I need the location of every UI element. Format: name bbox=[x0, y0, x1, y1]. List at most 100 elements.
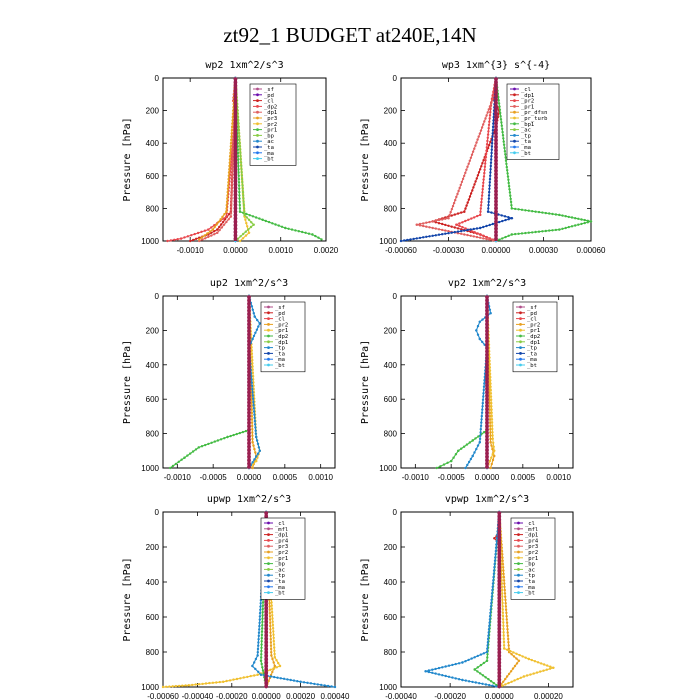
data-point bbox=[183, 456, 186, 459]
data-point bbox=[257, 641, 260, 644]
data-point bbox=[454, 677, 457, 680]
data-point bbox=[240, 171, 243, 174]
data-point bbox=[513, 679, 516, 682]
data-point bbox=[207, 235, 210, 239]
data-point bbox=[489, 382, 492, 385]
data-point bbox=[491, 138, 494, 142]
data-point bbox=[258, 611, 262, 615]
data-point bbox=[476, 214, 479, 218]
data-point bbox=[275, 659, 278, 662]
data-point bbox=[233, 158, 238, 163]
data-point bbox=[505, 621, 509, 624]
data-point bbox=[488, 223, 491, 227]
data-point bbox=[454, 662, 457, 666]
data-point bbox=[488, 624, 491, 628]
data-point bbox=[165, 685, 168, 688]
data-point bbox=[580, 218, 583, 221]
data-point bbox=[482, 175, 486, 178]
data-point bbox=[494, 165, 498, 170]
data-point bbox=[460, 232, 463, 235]
data-point bbox=[488, 143, 491, 147]
data-point bbox=[213, 440, 216, 443]
data-point bbox=[488, 187, 491, 190]
data-point bbox=[488, 308, 492, 311]
y-tick-label: 600 bbox=[146, 395, 160, 404]
data-point bbox=[494, 685, 498, 688]
data-point bbox=[491, 125, 495, 129]
data-point bbox=[260, 636, 263, 640]
data-point bbox=[520, 208, 524, 211]
data-point bbox=[264, 640, 269, 645]
data-point bbox=[247, 465, 251, 469]
data-point bbox=[186, 235, 190, 238]
data-point bbox=[494, 192, 498, 197]
x-tick-label: 0.0000 bbox=[223, 246, 248, 255]
data-point bbox=[486, 139, 489, 143]
data-point bbox=[493, 559, 497, 562]
data-point bbox=[233, 128, 238, 132]
data-point bbox=[493, 449, 496, 452]
data-point bbox=[169, 239, 173, 242]
y-tick-label: 200 bbox=[384, 326, 398, 335]
data-point bbox=[251, 664, 254, 668]
data-point bbox=[482, 123, 485, 126]
data-point bbox=[479, 236, 482, 239]
data-point bbox=[241, 237, 245, 240]
data-point bbox=[247, 295, 251, 299]
x-tick-label: -0.0010 bbox=[177, 246, 205, 255]
data-point bbox=[250, 411, 254, 415]
data-point bbox=[272, 661, 275, 664]
legend-label: _tp bbox=[521, 133, 531, 139]
data-point bbox=[260, 646, 263, 649]
data-point bbox=[223, 437, 226, 440]
data-point bbox=[233, 206, 238, 211]
data-point bbox=[273, 675, 276, 679]
data-point bbox=[247, 431, 251, 435]
data-point bbox=[494, 117, 498, 122]
data-point bbox=[501, 684, 504, 687]
data-point bbox=[489, 375, 492, 379]
data-point bbox=[189, 239, 192, 243]
data-point bbox=[447, 224, 450, 227]
data-point bbox=[471, 150, 475, 153]
data-point bbox=[269, 675, 273, 678]
data-point bbox=[216, 231, 219, 234]
data-point bbox=[258, 615, 262, 618]
data-point bbox=[233, 219, 238, 224]
data-point bbox=[220, 226, 224, 229]
data-point bbox=[320, 683, 323, 687]
data-point bbox=[472, 235, 475, 238]
data-point bbox=[399, 239, 403, 243]
data-point bbox=[504, 677, 507, 681]
data-point bbox=[425, 221, 428, 224]
data-point bbox=[485, 325, 489, 330]
data-point bbox=[508, 188, 511, 191]
data-point bbox=[485, 329, 489, 333]
data-point bbox=[494, 111, 498, 115]
data-point bbox=[483, 168, 486, 172]
data-point bbox=[238, 145, 242, 148]
y-tick-label: 400 bbox=[384, 139, 398, 148]
data-point bbox=[229, 215, 233, 218]
y-tick-label: 1000 bbox=[141, 683, 159, 692]
data-point bbox=[494, 77, 498, 81]
data-point bbox=[488, 359, 491, 363]
data-point bbox=[535, 671, 539, 674]
data-point bbox=[294, 229, 297, 232]
data-point bbox=[256, 651, 259, 654]
data-point bbox=[424, 670, 427, 673]
data-point bbox=[203, 234, 206, 237]
data-point bbox=[474, 437, 477, 440]
data-point bbox=[485, 444, 489, 449]
data-point bbox=[484, 683, 488, 686]
data-point bbox=[252, 444, 255, 447]
data-point bbox=[247, 454, 251, 459]
y-tick-label: 800 bbox=[146, 204, 160, 213]
data-point bbox=[254, 667, 257, 671]
data-point bbox=[273, 664, 276, 668]
data-point bbox=[453, 213, 456, 216]
data-point bbox=[494, 100, 498, 105]
data-point bbox=[488, 120, 491, 123]
data-point bbox=[247, 448, 251, 452]
data-point bbox=[250, 418, 254, 421]
